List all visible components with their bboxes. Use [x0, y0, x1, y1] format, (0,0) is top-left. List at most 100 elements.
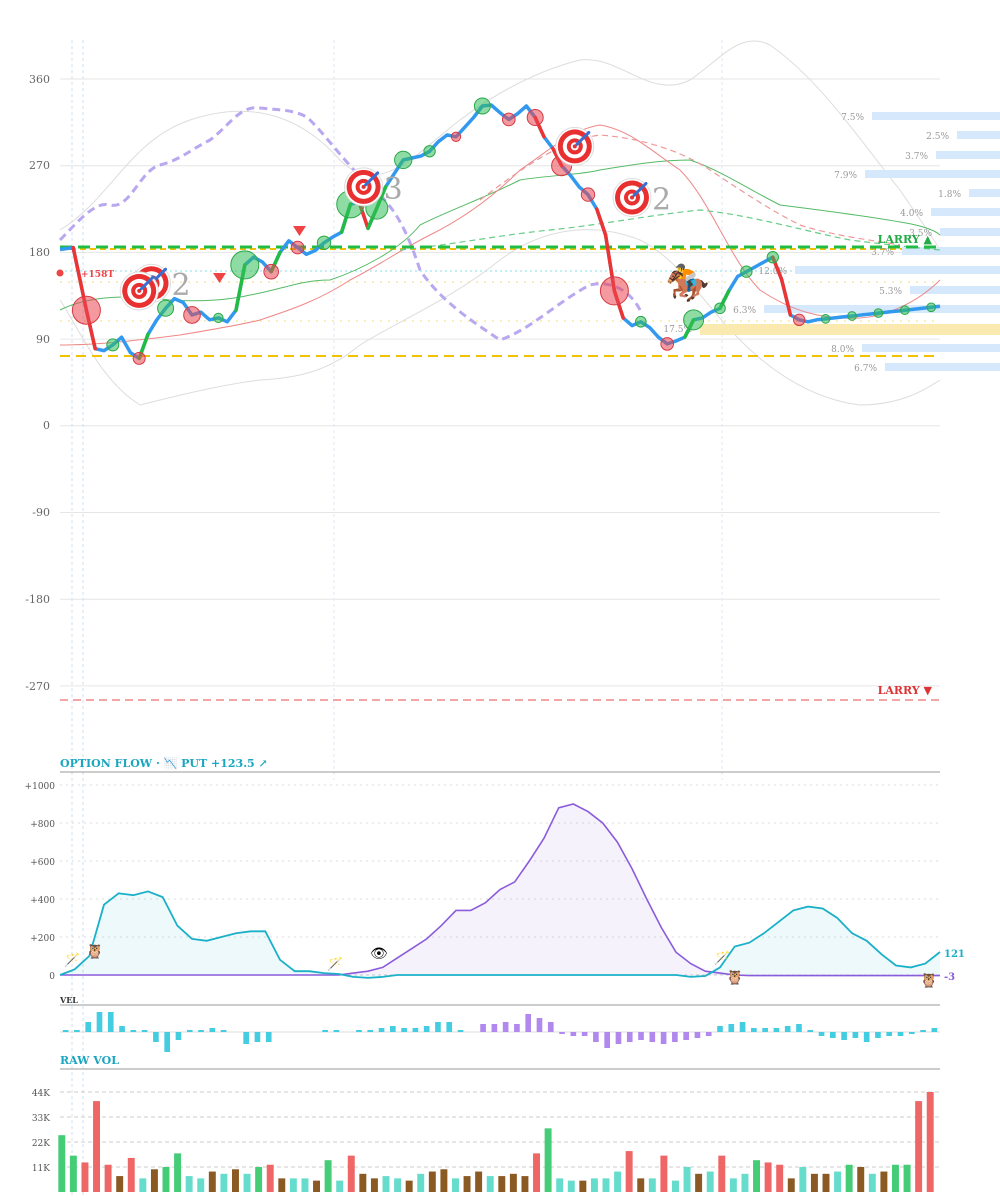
flow-y-tick: +1000	[25, 782, 56, 792]
dart-icon	[152, 267, 168, 283]
velocity-bar	[107, 1012, 114, 1032]
volume-bar	[139, 1178, 147, 1192]
velocity-bar	[886, 1032, 893, 1036]
sell-bubble	[183, 306, 201, 324]
volume-bar	[255, 1167, 263, 1192]
volume-bar	[845, 1164, 853, 1192]
volume-bar	[544, 1128, 552, 1192]
velocity-bar	[751, 1028, 757, 1032]
volume-bar	[370, 1178, 378, 1192]
velocity-bar	[830, 1032, 836, 1038]
flow-y-tick: +200	[30, 934, 55, 944]
pct-label: 6.7%	[854, 364, 877, 374]
velocity-bar	[638, 1032, 644, 1040]
velocity-bars	[62, 1012, 938, 1052]
volume-bar	[127, 1157, 135, 1192]
flow-teal-line	[59, 890, 941, 979]
velocity-bar	[784, 1026, 791, 1032]
velocity-bar	[480, 1024, 486, 1032]
volume-bar	[475, 1171, 483, 1192]
velocity-bar	[897, 1032, 904, 1036]
sell-bubble	[580, 187, 596, 202]
volume-bar	[440, 1169, 448, 1192]
volume-bar	[394, 1178, 402, 1192]
pct-label: 12.0%	[758, 267, 787, 277]
red-dashed-ma	[479, 134, 901, 246]
velocity-bar	[739, 1022, 746, 1032]
green-dashed-ma	[399, 209, 941, 251]
volume-bar	[174, 1153, 182, 1192]
velocity-bar	[446, 1022, 453, 1032]
volume-bar	[104, 1164, 112, 1192]
volume-bars	[58, 1092, 934, 1192]
velocity-bar	[863, 1032, 870, 1042]
flow-teal-end-label: 121	[944, 949, 965, 960]
horse-icon: 🏇	[665, 263, 710, 304]
pct-bar	[957, 131, 1000, 139]
green-ma-line	[59, 159, 941, 311]
velocity-bar	[130, 1030, 137, 1032]
pct-bar	[764, 305, 1000, 313]
volume-bar	[243, 1173, 251, 1192]
volume-bar	[637, 1178, 645, 1192]
volume-bar	[567, 1180, 575, 1192]
velocity-bar	[559, 1032, 565, 1034]
buy-bubble	[740, 265, 753, 278]
flow-purple-end-label: -3	[944, 972, 955, 983]
red-ma-line	[59, 124, 941, 346]
velocity-bar	[762, 1028, 768, 1032]
volume-bar	[764, 1162, 772, 1192]
pct-label: 4.0%	[900, 209, 923, 219]
pct-label: 5.3%	[879, 287, 902, 297]
pct-bar	[936, 151, 1000, 159]
sell-bubble	[501, 112, 516, 127]
sell-bubble	[290, 240, 305, 255]
volume-bar	[602, 1178, 610, 1192]
velocity-bar	[525, 1014, 532, 1032]
velocity-bar	[547, 1022, 554, 1032]
eye-icon: 👁	[370, 946, 388, 962]
volume-bar	[614, 1171, 622, 1192]
volume-bar	[880, 1171, 888, 1192]
buy-bubble	[634, 315, 647, 328]
volume-bar	[382, 1176, 390, 1192]
volume-bar	[336, 1180, 344, 1192]
larry-down-label: LARRY ▼	[878, 684, 933, 697]
price-series	[59, 97, 941, 365]
velocity-bar	[265, 1032, 272, 1042]
velocity-bar	[322, 1030, 328, 1032]
down-segment	[595, 207, 608, 237]
velocity-bar	[85, 1022, 92, 1032]
velocity-bar	[254, 1032, 261, 1042]
velocity-bar	[852, 1032, 859, 1038]
volume-bar	[278, 1178, 286, 1192]
velocity-bar	[74, 1030, 80, 1032]
volume-bar	[810, 1173, 818, 1192]
buy-bubble	[473, 97, 491, 115]
volume-bar	[695, 1173, 703, 1192]
y-tick-label: -180	[25, 593, 50, 606]
pct-bar-highlight	[700, 324, 1000, 335]
buy-bubble	[899, 305, 910, 316]
sell-bubble	[793, 313, 806, 327]
buy-bubble	[926, 302, 937, 313]
velocity-bar	[773, 1028, 780, 1032]
pct-label: 8.0%	[831, 345, 854, 355]
target-count: 2	[172, 268, 191, 303]
velocity-bar	[514, 1024, 520, 1032]
owl-icon: 🦉	[920, 972, 937, 989]
y-tick-label: -270	[25, 680, 50, 693]
velocity-bar	[175, 1032, 182, 1040]
vol-y-tick: 33K	[32, 1114, 50, 1124]
velocity-bar	[604, 1032, 610, 1048]
sell-bubble	[263, 263, 280, 280]
volume-bar	[706, 1171, 714, 1192]
velocity-bar	[119, 1026, 125, 1032]
buy-bubble	[213, 312, 224, 324]
main-y-axis: 360 270 180 90 0 -90 -180 -270	[25, 73, 50, 693]
pct-label: 7.9%	[834, 171, 857, 181]
volume-bar	[903, 1164, 911, 1192]
buy-bubble	[394, 150, 413, 170]
volume-bar	[220, 1173, 228, 1192]
